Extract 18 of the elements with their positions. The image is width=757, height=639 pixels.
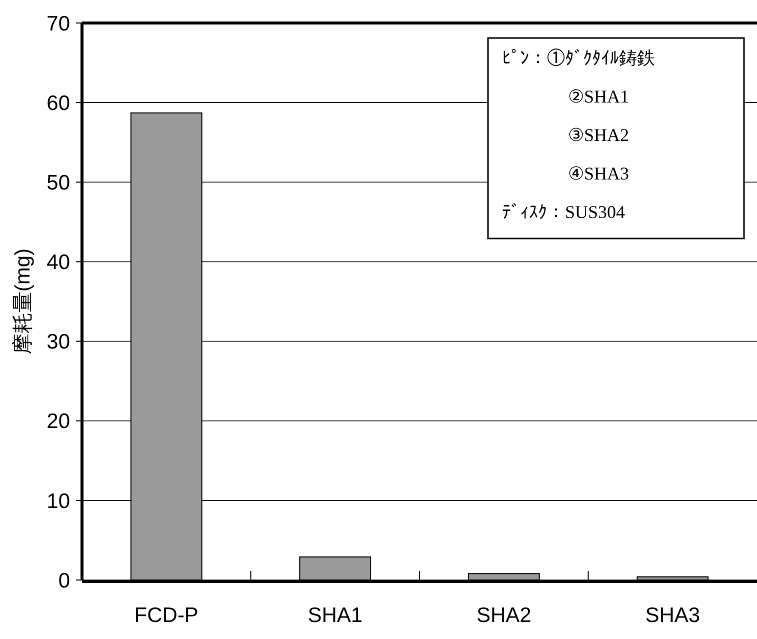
y-axis-title: 摩耗量(mg) <box>11 248 34 355</box>
y-tick-label: 10 <box>46 490 70 513</box>
annotation: ④SHA3 <box>568 163 630 184</box>
y-tick-label: 50 <box>46 171 70 194</box>
annotation: ②SHA1 <box>568 86 630 106</box>
annotation: ﾃﾞｨｽｸ：SUS304 <box>502 202 626 222</box>
y-tick-label: 20 <box>46 410 70 434</box>
y-tick-label: 30 <box>46 330 70 354</box>
y-tick-label: 0 <box>58 569 70 592</box>
x-tick-label: FCD-P <box>134 604 198 627</box>
annotation: ﾋﾟﾝ：①ﾀﾞｸﾀｲﾙ鋳鉄 <box>502 48 655 68</box>
x-tick-label: SHA1 <box>308 604 363 627</box>
annotation: ③SHA2 <box>568 124 630 145</box>
y-tick-label: 60 <box>46 92 70 115</box>
x-tick-label: SHA2 <box>476 604 532 627</box>
y-tick-label: 40 <box>46 251 70 274</box>
y-tick-label: 70 <box>46 12 70 36</box>
x-tick-label: SHA3 <box>645 604 700 627</box>
